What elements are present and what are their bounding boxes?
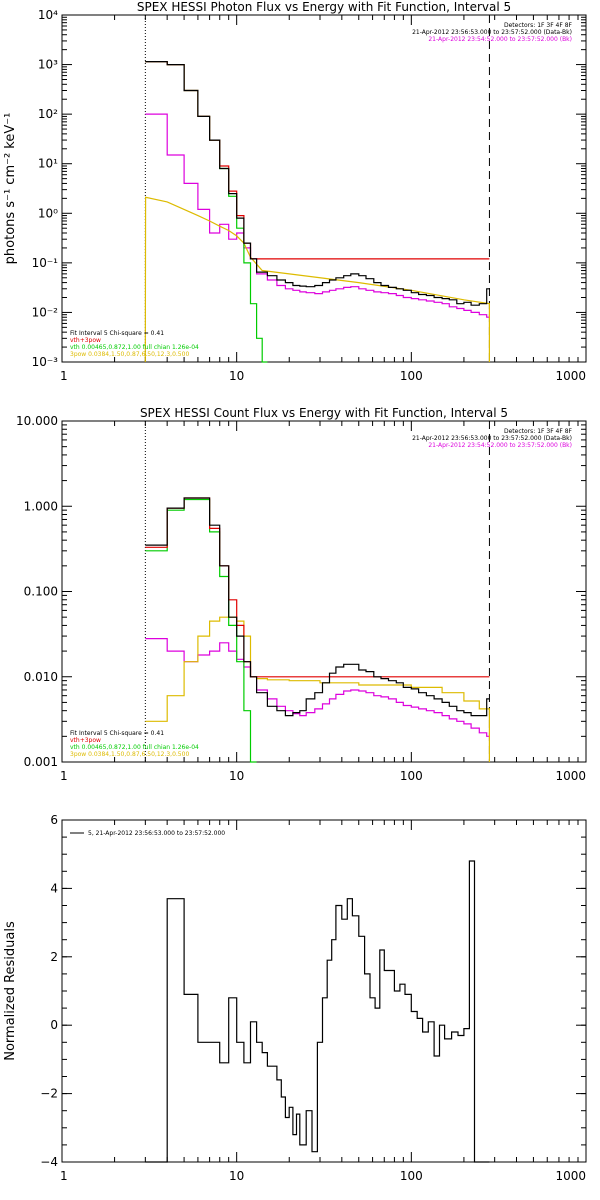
count-x-tick-label: 1000 [555, 769, 586, 783]
count-x-tick-label: 10 [229, 769, 244, 783]
count-series-data [145, 497, 490, 717]
residuals-x-tick-label: 1000 [555, 1169, 586, 1183]
photon-y-tick-label: 10⁻³ [32, 355, 59, 369]
count-legend-top-right-entry: 21-Apr-2012 23:54:52.000 to 23:57:52.000… [428, 442, 572, 449]
count-y-tick-label: 0.010 [24, 670, 58, 684]
residuals-y-tick-label: −2 [40, 1087, 58, 1101]
photon-legend-bottom-left-entry: Fit Interval 5 Chi-square = 0.41 [70, 330, 164, 337]
count-legend-bottom-left-entry: 3pow 0.0384,1.50,0.87,6.50,12.3,0.500 [70, 751, 189, 758]
photon-legend-bottom-left-entry: 3pow 0.0384,1.50,0.87,6.50,12.3,0.500 [70, 351, 189, 358]
photon-panel: SPEX HESSI Photon Flux vs Energy with Fi… [3, 0, 587, 383]
count-legend-bottom-left-entry: Fit Interval 5 Chi-square = 0.41 [70, 730, 164, 737]
photon-legend-top-right-entry: 21-Apr-2012 23:54:52.000 to 23:57:52.000… [428, 36, 572, 43]
count-series-total [145, 497, 490, 678]
residuals-y-tick-label: 2 [50, 950, 58, 964]
count-x-tick-label: 100 [400, 769, 423, 783]
residuals-plot-frame [61, 819, 587, 1163]
photon-legend-bottom-left-entry: vth+3pow [70, 337, 101, 344]
residuals-x-tick-label: 100 [400, 1169, 423, 1183]
residuals-y-tick-label: 4 [50, 881, 58, 895]
photon-y-tick-label: 10⁻² [32, 305, 59, 319]
count-panel: SPEX HESSI Count Flux vs Energy with Fit… [16, 406, 587, 783]
count-y-tick-label: 0.100 [24, 585, 58, 599]
count-legend-top-right-entry: Detectors: 1F 3F 4F 8F [504, 428, 573, 435]
count-series-vth [145, 498, 257, 763]
photon-y-tick-label: 10² [38, 107, 58, 121]
residuals-y-tick-label: 0 [50, 1018, 58, 1032]
photon-plot-frame [61, 14, 587, 363]
photon-x-tick-label: 1000 [555, 369, 586, 383]
photon-series-thick [144, 196, 490, 363]
photon-legend-top-right-entry: 21-Apr-2012 23:56:53.000 to 23:57:52.000… [412, 29, 572, 36]
count-x-tick-label: 1 [60, 769, 68, 783]
photon-y-tick-label: 10³ [38, 58, 58, 72]
count-y-tick-label: 0.001 [24, 755, 58, 769]
photon-legend-bottom-left-entry: vth 0.00465,0.872,1.00 full chian 1.26e-… [70, 344, 199, 351]
count-title: SPEX HESSI Count Flux vs Energy with Fit… [140, 406, 508, 420]
count-legend-bottom-left-entry: vth 0.00465,0.872,1.00 full chian 1.26e-… [70, 744, 199, 751]
photon-series-data [145, 60, 490, 306]
photon-series-total [145, 60, 490, 260]
residuals-x-tick-label: 10 [229, 1169, 244, 1183]
count-plot-frame [61, 420, 587, 763]
photon-y-tick-label: 10⁰ [38, 206, 58, 220]
photon-title: SPEX HESSI Photon Flux vs Energy with Fi… [137, 0, 511, 14]
count-legend-top-right-entry: 21-Apr-2012 23:56:53.000 to 23:57:52.000… [412, 435, 572, 442]
photon-y-tick-label: 10⁴ [38, 8, 58, 22]
photon-x-tick-label: 100 [400, 369, 423, 383]
residuals-legend-top-left-entry: 5, 21-Apr-2012 23:56:53.000 to 23:57:52.… [88, 830, 225, 837]
count-y-tick-label: 1.000 [24, 499, 58, 513]
count-legend-bottom-left-entry: vth+3pow [70, 737, 101, 744]
count-series-thick [145, 616, 490, 762]
residuals-series-data [145, 860, 490, 1163]
photon-series-vth [145, 60, 268, 363]
photon-x-tick-label: 1 [60, 369, 68, 383]
photon-y-tick-label: 10⁻¹ [32, 256, 59, 270]
residuals-panel: 1 10 100 1000 −4 −2 0 2 4 6 Normalized Residuals 5,… [3, 813, 587, 1183]
count-y-tick-label: 10.000 [16, 414, 58, 428]
residuals-y-axis-title: Normalized Residuals [3, 921, 18, 1061]
photon-legend-top-right-entry: Detectors: 1F 3F 4F 8F [504, 22, 573, 29]
photon-y-tick-label: 10¹ [38, 157, 58, 171]
residuals-y-tick-label: −4 [40, 1155, 58, 1169]
residuals-x-tick-label: 1 [60, 1169, 68, 1183]
photon-x-tick-label: 10 [229, 369, 244, 383]
photon-y-axis-title: photons s⁻¹ cm⁻² keV⁻¹ [3, 113, 18, 265]
residuals-y-tick-label: 6 [50, 813, 58, 827]
